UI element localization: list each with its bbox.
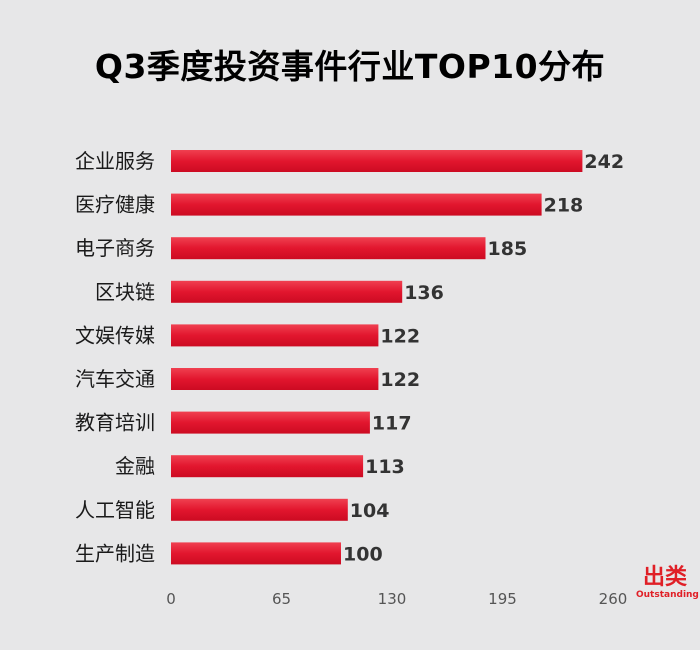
bar — [171, 542, 341, 565]
bar — [171, 280, 403, 303]
bar — [171, 411, 370, 434]
category-label: 汽车交通 — [75, 367, 155, 391]
bar — [171, 237, 486, 260]
category-label: 生产制造 — [75, 541, 155, 565]
brand-logo-text: 出类 — [642, 565, 687, 590]
brand-logo: 出类 Outstanding — [636, 565, 699, 601]
x-tick-label: 195 — [488, 590, 517, 608]
value-label: 113 — [365, 456, 405, 478]
x-tick-label: 130 — [378, 590, 407, 608]
bar — [171, 368, 379, 390]
category-label: 文娱传媒 — [75, 323, 155, 347]
category-label: 区块链 — [95, 280, 155, 304]
value-label: 136 — [404, 282, 444, 304]
bar — [171, 150, 583, 172]
x-tick-label: 260 — [599, 590, 628, 608]
value-label: 122 — [380, 369, 420, 391]
bar — [171, 324, 379, 347]
value-label: 100 — [343, 543, 383, 565]
value-label: 122 — [380, 325, 420, 347]
x-tick-label: 65 — [272, 590, 291, 608]
category-label: 人工智能 — [75, 498, 155, 522]
chart-title: Q3季度投资事件行业TOP10分布 — [94, 47, 606, 86]
value-label: 117 — [372, 413, 412, 435]
category-label: 医疗健康 — [75, 193, 155, 217]
value-label: 104 — [350, 500, 390, 522]
x-tick-label: 0 — [166, 590, 176, 608]
value-label: 218 — [544, 195, 584, 217]
value-label: 242 — [584, 151, 624, 173]
category-label: 企业服务 — [75, 149, 155, 173]
category-label: 金融 — [115, 454, 155, 478]
brand-logo-subtext: Outstanding — [636, 590, 699, 600]
bar — [171, 498, 348, 521]
value-label: 185 — [488, 238, 528, 260]
category-label: 电子商务 — [75, 236, 155, 260]
category-label: 教育培训 — [75, 411, 155, 435]
bar — [171, 455, 364, 478]
bar — [171, 193, 542, 216]
